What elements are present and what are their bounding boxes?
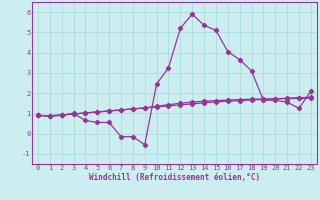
X-axis label: Windchill (Refroidissement éolien,°C): Windchill (Refroidissement éolien,°C) — [89, 173, 260, 182]
